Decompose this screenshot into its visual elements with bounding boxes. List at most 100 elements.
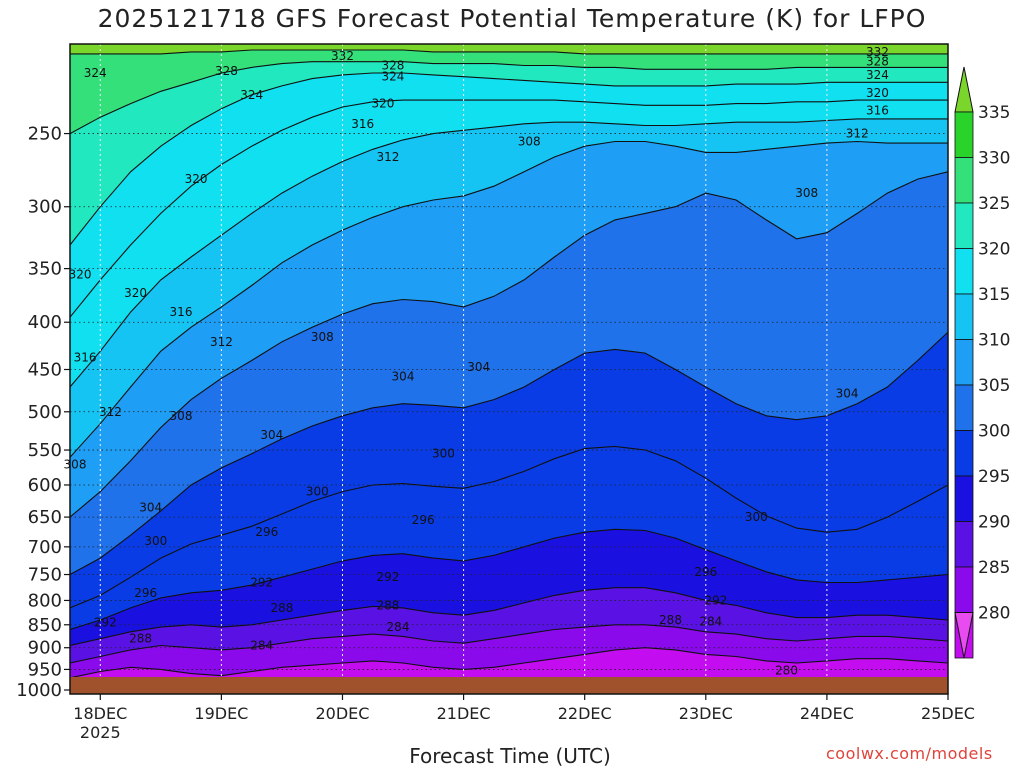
contour-label: 284 (250, 639, 273, 653)
grid-lines (70, 44, 948, 694)
x-tick-label: 25DEC (921, 704, 975, 723)
y-tick-label: 700 (28, 537, 62, 558)
colorbar-label: 280 (978, 604, 1010, 624)
isentrope-284 (70, 647, 948, 679)
y-tick-label: 450 (28, 359, 62, 380)
contour-label: 308 (795, 186, 818, 200)
isentrope-328 (70, 61, 948, 135)
isentrope-304 (70, 331, 948, 575)
contour-label: 292 (704, 593, 727, 607)
isentrope-292 (70, 587, 948, 647)
colorbar-segment (954, 521, 974, 568)
contour-label: 316 (74, 351, 97, 365)
colorbar-segment (954, 566, 974, 613)
colorbar-label: 300 (978, 422, 1010, 442)
colorbar-segment (954, 384, 974, 431)
x-tick-label: 19DEC (194, 704, 248, 723)
contour-label: 304 (392, 370, 415, 384)
x-axis-label: Forecast Time (UTC) (409, 744, 611, 768)
colorbar-segment (954, 248, 974, 295)
contour-label: 284 (699, 615, 722, 629)
contour-label: 304 (836, 387, 859, 401)
contour-label: 320 (69, 267, 92, 281)
contour-label: 320 (371, 97, 394, 111)
contour-label: 284 (387, 620, 410, 634)
contour-label: 316 (866, 103, 889, 117)
contour-label: 332 (331, 49, 354, 63)
colorbar-segment (954, 339, 974, 386)
contour-label: 300 (144, 534, 167, 548)
contour-label: 320 (866, 86, 889, 100)
colorbar-segment (954, 475, 974, 522)
x-tick-label: 24DEC (800, 704, 854, 723)
colorbar-label: 305 (978, 376, 1010, 396)
contour-label: 320 (124, 286, 147, 300)
colorbar-under-arrow (954, 612, 974, 659)
contour-label: 296 (694, 565, 717, 579)
contour-label: 312 (210, 335, 233, 349)
contour-label: 280 (775, 663, 798, 677)
contour-label: 324 (240, 88, 263, 102)
x-tick-label: 18DEC (73, 704, 127, 723)
colorbar-label: 310 (978, 331, 1010, 351)
contour-label: 304 (467, 360, 490, 374)
time-axis: 18DEC 19DEC 20DEC 21DEC 22DEC 23DEC 24DEC 25DEC… (73, 694, 975, 742)
y-tick-label: 850 (28, 615, 62, 636)
colorbar-label: 285 (978, 558, 1010, 578)
colorbar-label: 325 (978, 194, 1010, 214)
colorbar: 335 330 325 320 315 310 305 300 295 290 285 280 (954, 66, 1010, 659)
contour-label: 292 (250, 576, 273, 590)
y-tick-label: 400 (28, 312, 62, 333)
contour-label: 324 (866, 68, 889, 82)
contour-label: 308 (311, 330, 334, 344)
y-tick-label: 800 (28, 590, 62, 611)
x-tick-label: 23DEC (679, 704, 733, 723)
colorbar-segment (954, 293, 974, 340)
isentrope-296 (70, 528, 948, 631)
contour-label: 320 (185, 172, 208, 186)
contour-label: 292 (94, 615, 117, 629)
contour-label: 308 (170, 409, 193, 423)
contour-label: 288 (659, 613, 682, 627)
colorbar-label: 315 (978, 285, 1010, 305)
colorbar-segment (954, 202, 974, 249)
colorbar-label: 295 (978, 467, 1010, 487)
contour-label: 316 (351, 117, 374, 131)
contour-label: 324 (381, 70, 404, 84)
contour-label: 296 (134, 586, 157, 600)
y-tick-label: 300 (28, 197, 62, 218)
y-tick-label: 900 (28, 638, 62, 659)
contour-label: 296 (255, 525, 278, 539)
y-tick-label: 350 (28, 259, 62, 280)
contour-label: 308 (64, 457, 87, 471)
isentrope-324 (70, 72, 948, 246)
contour-label: 328 (381, 59, 404, 73)
ground-surface (70, 677, 948, 694)
colorbar-segment (954, 157, 974, 204)
contour-label: 300 (432, 447, 455, 461)
colorbar-segment (954, 111, 974, 158)
contour-label: 312 (99, 405, 122, 419)
y-tick-label: 600 (28, 475, 62, 496)
contour-label: 288 (376, 598, 399, 612)
contour-label: 288 (129, 632, 152, 646)
isentrope-332 (70, 49, 948, 55)
contour-label: 308 (518, 135, 541, 149)
potential-temperature-field (70, 44, 948, 694)
contour-label: 316 (170, 305, 193, 319)
x-tick-label: 22DEC (558, 704, 612, 723)
y-tick-label: 1000 (16, 680, 62, 701)
isentrope-320 (70, 99, 948, 318)
credit-link[interactable]: coolwx.com/models (826, 744, 993, 763)
contour-label: 300 (745, 510, 768, 524)
colorbar-label: 290 (978, 513, 1010, 533)
isentrope-300 (70, 445, 948, 609)
y-tick-label: 500 (28, 402, 62, 423)
contour-label: 304 (260, 428, 283, 442)
y-tick-label: 650 (28, 507, 62, 528)
contour-label: 300 (306, 485, 329, 499)
colorbar-label: 330 (978, 149, 1010, 169)
contour-label: 324 (84, 66, 107, 80)
